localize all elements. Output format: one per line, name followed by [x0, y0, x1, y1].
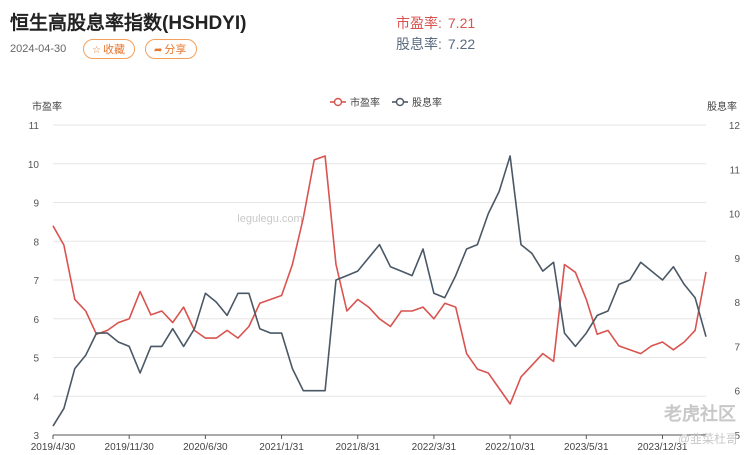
left-tick-label: 6: [33, 315, 39, 326]
series-line-pe: [52, 155, 707, 405]
pe-readout-value: 7.21: [447, 15, 476, 31]
legend-label: 市盈率: [350, 96, 380, 109]
author-watermark: @韭菜杜哥: [677, 432, 738, 446]
right-tick-label: 10: [729, 210, 741, 221]
pe-readout: 市盈率: 7.21: [396, 13, 475, 33]
left-axis-title: 市盈率: [32, 100, 62, 113]
right-tick-label: 6: [734, 387, 740, 398]
x-tick-label: 2023/5/31: [564, 442, 609, 453]
right-tick-label: 7: [734, 342, 740, 353]
left-tick-label: 3: [33, 431, 39, 442]
share-arrow-icon: ➦: [154, 45, 163, 56]
x-tick-label: 2022/3/31: [412, 442, 457, 453]
right-tick-label: 5: [734, 431, 740, 442]
dy-readout-value: 7.22: [447, 36, 476, 52]
site-watermark: legulegu.com: [237, 213, 302, 225]
pe-readout-label: 市盈率:: [396, 15, 442, 31]
share-button[interactable]: ➦ 分享: [145, 39, 197, 59]
index-title: 恒生高股息率指数(HSHDYI): [10, 13, 247, 34]
data-date: 2024-04-30: [10, 43, 67, 55]
star-icon: ☆: [92, 45, 101, 56]
favorite-button-label: 收藏: [102, 44, 125, 56]
x-tick-label: 2020/6/30: [183, 442, 228, 453]
right-tick-label: 8: [734, 298, 740, 309]
left-tick-label: 11: [29, 121, 40, 132]
x-tick-label: 2021/1/31: [259, 442, 304, 453]
tiger-community-watermark: 老虎社区: [664, 404, 736, 424]
x-tick-label: 2021/8/31: [335, 442, 380, 453]
dy-readout: 股息率: 7.22: [396, 34, 475, 54]
x-tick-label: 2019/11/30: [105, 442, 155, 453]
left-tick-label: 5: [33, 354, 39, 365]
legend-label: 股息率: [412, 96, 442, 109]
favorite-button[interactable]: ☆ 收藏: [83, 39, 135, 59]
left-tick-label: 8: [33, 237, 39, 248]
legend-marker: [395, 97, 405, 107]
x-tick-label: 2023/12/31: [637, 442, 687, 453]
left-tick-label: 4: [33, 392, 39, 403]
right-tick-label: 12: [729, 121, 741, 132]
share-button-label: 分享: [164, 44, 187, 56]
left-tick-label: 9: [33, 199, 39, 210]
right-tick-label: 11: [730, 165, 741, 176]
left-tick-label: 7: [33, 276, 39, 287]
x-tick-label: 2019/4/30: [31, 442, 76, 453]
legend-marker: [333, 97, 343, 107]
right-axis-title: 股息率: [707, 100, 737, 113]
right-tick-label: 9: [734, 254, 740, 265]
dy-readout-label: 股息率:: [396, 36, 442, 52]
series-line-dy: [52, 155, 707, 427]
left-tick-label: 10: [28, 160, 40, 171]
x-tick-label: 2022/10/31: [485, 442, 535, 453]
